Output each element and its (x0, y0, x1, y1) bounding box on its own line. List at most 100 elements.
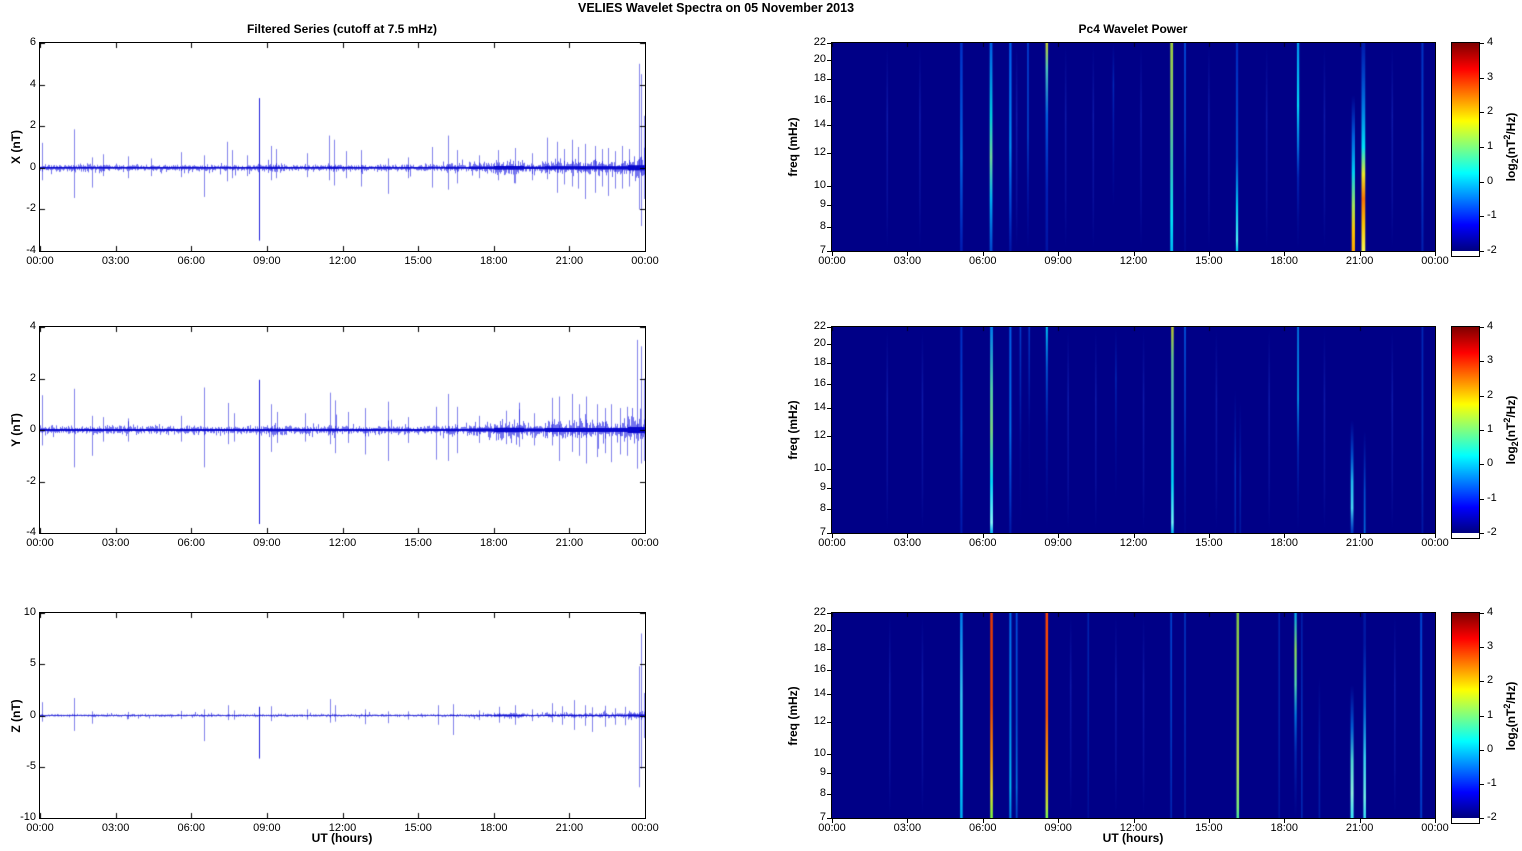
freq-tick-label: 18 (813, 72, 826, 85)
y-tick-label: 2 (29, 371, 36, 384)
colorbar-tick-label: -1 (1487, 209, 1497, 222)
freq-tick-label: 10 (813, 747, 826, 760)
time-tick (1134, 252, 1135, 256)
y-series-plot (40, 327, 645, 533)
x-tick-label: 03:00 (893, 822, 922, 834)
x-tick-label: 03:00 (893, 537, 922, 549)
x-tick-label: 00:00 (631, 537, 659, 549)
time-tick (1058, 534, 1059, 538)
time-tick (983, 819, 984, 823)
freq-tick (827, 794, 832, 795)
time-tick (907, 252, 908, 256)
x-tick-label: 15:00 (1195, 255, 1223, 267)
freq-tick-label: 20 (813, 623, 826, 636)
x-tick-label: 21:00 (555, 822, 584, 834)
freq-tick (827, 125, 832, 126)
freq-tick (827, 754, 832, 755)
x-tick-label: 15:00 (404, 537, 432, 549)
z-wavelet-heatmap (832, 613, 1435, 818)
colorbar-gradient (1452, 613, 1479, 818)
freq-tick-label: 7 (819, 244, 826, 256)
colorbar-gradient (1452, 43, 1479, 251)
x-tick-label: 21:00 (555, 255, 584, 267)
time-tick (1360, 534, 1361, 538)
x-tick-label: 06:00 (177, 255, 206, 267)
x-tick-label: 21:00 (1345, 255, 1374, 267)
freq-tick-label: 16 (813, 93, 826, 106)
time-tick (907, 819, 908, 823)
freq-tick-label: 10 (813, 461, 826, 474)
colorbar-tick-label: 1 (1487, 140, 1494, 152)
y-wavelet-heatmap (832, 327, 1435, 533)
colorbar-tick-label: -2 (1487, 526, 1497, 538)
x-tick-label: 18:00 (479, 537, 508, 549)
y-tick-label: -2 (26, 474, 36, 487)
x-tick-label: 03:00 (101, 537, 130, 549)
freq-tick (827, 670, 832, 671)
y-tick-label: -4 (26, 526, 36, 538)
freq-tick (827, 613, 832, 614)
y-tick-label: 6 (29, 36, 36, 48)
freq-tick (827, 363, 832, 364)
colorbar-tick-label: 3 (1487, 70, 1494, 83)
freq-tick-label: 20 (813, 53, 826, 66)
freq-tick-label: 18 (813, 641, 826, 654)
y-tick-label: 5 (29, 657, 36, 670)
x-tick-label: 00:00 (818, 255, 846, 267)
colorbar-tick-label: 4 (1487, 36, 1494, 48)
x-tick-label: 12:00 (328, 822, 357, 834)
left-xlabel: UT (hours) (311, 831, 373, 845)
colorbar-tick (1480, 499, 1484, 500)
freq-tick-label: 9 (819, 480, 826, 493)
x-tick-label: 21:00 (1345, 537, 1374, 549)
time-tick (832, 819, 833, 823)
colorbar-tick-label: 0 (1487, 457, 1494, 470)
colorbar-gradient (1452, 327, 1479, 533)
z-wavelet-panel (831, 612, 1436, 819)
y-tick-label: 0 (29, 423, 36, 435)
freq-tick (827, 79, 832, 80)
colorbar-label: log2(nT2/Hz) (1501, 395, 1521, 465)
x-tick-label: 12:00 (328, 537, 357, 549)
y-tick-label: 10 (23, 606, 36, 618)
colorbar-tick (1480, 681, 1484, 682)
z-series-panel (39, 612, 646, 819)
x-tick-label: 06:00 (177, 822, 206, 834)
freq-tick (827, 773, 832, 774)
x-tick-label: 09:00 (253, 537, 281, 549)
freq-tick (827, 43, 832, 44)
x-tick-label: 00:00 (1421, 537, 1449, 549)
freq-tick (827, 694, 832, 695)
y-tick-label: -4 (26, 244, 36, 256)
time-tick (1360, 819, 1361, 823)
colorbar-label: log2(nT2/Hz) (1501, 681, 1521, 750)
y-tick-label: 0 (29, 160, 36, 173)
time-tick (1058, 819, 1059, 823)
time-tick (1209, 252, 1210, 256)
colorbar-tick-label: 4 (1487, 606, 1494, 618)
y-tick-label: 4 (29, 320, 36, 332)
x-tick-label: 00:00 (26, 537, 54, 549)
freq-tick (827, 251, 832, 252)
x-tick-label: 18:00 (1270, 255, 1299, 267)
freq-tick-label: 22 (813, 606, 826, 618)
left-column-title: Filtered Series (cutoff at 7.5 mHz) (246, 22, 438, 36)
x-tick-label: 15:00 (404, 255, 432, 267)
freq-tick-label: 16 (813, 377, 826, 390)
x-tick-label: 18:00 (1270, 822, 1299, 834)
freq-tick (827, 227, 832, 228)
freq-tick (827, 509, 832, 510)
colorbar-tick-label: 4 (1487, 320, 1494, 332)
x-tick-label: 03:00 (893, 255, 922, 267)
colorbar-tick (1480, 112, 1484, 113)
freq-tick (827, 630, 832, 631)
x-tick-label: 00:00 (818, 822, 846, 834)
freq-tick-label: 22 (813, 320, 826, 332)
freq-tick (827, 186, 832, 187)
colorbar-tick (1480, 750, 1484, 751)
colorbar-tick-label: 2 (1487, 105, 1494, 118)
z-series-ylabel: Z (nT) (9, 698, 23, 733)
colorbar-tick (1480, 251, 1484, 252)
x-tick-label: 09:00 (253, 822, 281, 834)
right-column-title: Pc4 Wavelet Power (1078, 22, 1188, 36)
